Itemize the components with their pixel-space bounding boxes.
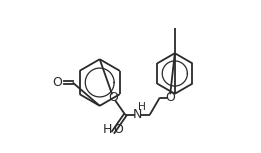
Text: H: H bbox=[138, 102, 146, 112]
Text: O: O bbox=[108, 91, 118, 104]
Text: O: O bbox=[165, 91, 175, 104]
Text: H: H bbox=[103, 123, 112, 136]
Text: N: N bbox=[133, 108, 143, 121]
Text: O: O bbox=[114, 123, 123, 136]
Text: O: O bbox=[52, 76, 62, 89]
